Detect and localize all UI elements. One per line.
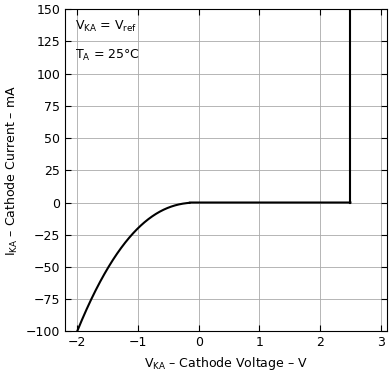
Y-axis label: I$_{\rm KA}$ – Cathode Current – mA: I$_{\rm KA}$ – Cathode Current – mA xyxy=(4,85,20,256)
Text: T$_{\rm A}$ = 25°C: T$_{\rm A}$ = 25°C xyxy=(75,48,140,63)
X-axis label: V$_{\rm KA}$ – Cathode Voltage – V: V$_{\rm KA}$ – Cathode Voltage – V xyxy=(144,355,308,372)
Text: V$_{\rm KA}$ = V$_{\rm ref}$: V$_{\rm KA}$ = V$_{\rm ref}$ xyxy=(75,19,137,34)
